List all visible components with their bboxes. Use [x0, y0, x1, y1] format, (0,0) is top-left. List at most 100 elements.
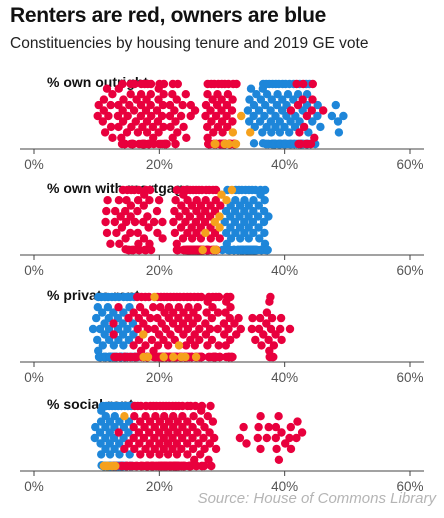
constituency-dot: [141, 106, 151, 115]
constituency-dot: [133, 324, 142, 334]
constituency-dot: [283, 90, 293, 99]
constituency-dot: [166, 122, 175, 132]
constituency-dot: [147, 335, 157, 345]
constituency-dot: [176, 111, 186, 121]
constituency-dot: [201, 228, 210, 238]
constituency-dot: [153, 341, 163, 350]
constituency-dot: [308, 117, 317, 126]
constituency-dot: [155, 428, 164, 437]
constituency-dot: [183, 417, 192, 426]
constituency-dot: [249, 196, 258, 205]
constituency-dot: [218, 128, 227, 137]
x-tick-label: 60%: [396, 370, 424, 385]
constituency-dot: [188, 433, 197, 443]
constituency-dot: [230, 217, 240, 227]
constituency-dot: [133, 206, 142, 216]
constituency-dot: [286, 422, 295, 432]
constituency-dot: [181, 352, 190, 362]
constituency-dot: [113, 111, 123, 121]
constituency-dot: [285, 324, 295, 334]
constituency-dot: [157, 111, 167, 121]
constituency-dot: [339, 111, 348, 121]
constituency-dot: [179, 308, 188, 317]
constituency-dot: [123, 111, 132, 121]
constituency-dot: [109, 319, 118, 328]
constituency-dot: [95, 324, 105, 334]
constituency-dot: [136, 111, 146, 121]
constituency-dot: [213, 308, 223, 317]
constituency-dot: [88, 324, 98, 334]
constituency-dot: [226, 212, 235, 221]
constituency-dot: [100, 128, 110, 137]
constituency-dot: [130, 412, 139, 421]
constituency-dot: [193, 313, 202, 323]
constituency-dot: [95, 428, 105, 437]
constituency-dot: [298, 95, 307, 104]
x-tick-label: 0%: [24, 370, 44, 385]
constituency-dot: [175, 212, 184, 221]
constituency-dot: [181, 90, 190, 99]
constituency-dot: [254, 201, 263, 210]
constituency-dot: [210, 217, 219, 227]
constituency-dot: [119, 433, 128, 443]
constituency-dot: [150, 433, 159, 443]
constituency-dot: [205, 428, 214, 437]
constituency-dot: [109, 330, 118, 339]
constituency-dot: [139, 433, 149, 443]
constituency-dot: [144, 223, 153, 232]
constituency-dot: [130, 79, 139, 89]
x-tick-label: 60%: [396, 479, 424, 494]
constituency-dot: [169, 308, 178, 317]
constituency-dot: [264, 212, 273, 221]
constituency-dot: [124, 439, 133, 448]
constituency-dot: [146, 245, 156, 255]
constituency-dot: [115, 450, 124, 459]
constituency-dot: [249, 111, 258, 121]
beeswarm-plot: [20, 401, 424, 476]
constituency-dot: [246, 84, 256, 93]
constituency-dot: [249, 228, 258, 238]
constituency-dot: [114, 428, 123, 437]
constituency-dot: [136, 450, 145, 459]
constituency-dot: [106, 100, 115, 110]
constituency-dot: [215, 234, 224, 243]
constituency-dot: [327, 111, 337, 121]
constituency-dot: [153, 228, 162, 238]
constituency-dot: [243, 106, 253, 115]
constituency-dot: [171, 196, 180, 205]
constituency-dot: [91, 422, 100, 432]
constituency-dot: [308, 79, 317, 89]
constituency-dot: [174, 341, 184, 350]
constituency-dot: [334, 128, 344, 137]
constituency-dot: [183, 439, 192, 448]
beeswarm-plot: [20, 292, 424, 367]
constituency-dot: [154, 196, 164, 205]
constituency-dot: [213, 324, 222, 334]
constituency-dot: [227, 106, 237, 115]
x-tick-label: 0%: [24, 157, 44, 172]
constituency-dot: [208, 417, 218, 426]
constituency-dot: [92, 313, 101, 323]
constituency-dot: [143, 212, 152, 221]
constituency-dot: [129, 106, 139, 115]
constituency-dot: [184, 303, 193, 312]
constituency-dot: [220, 217, 229, 227]
constituency-dot: [190, 106, 200, 115]
constituency-dot: [223, 122, 232, 132]
constituency-dot: [273, 90, 282, 99]
constituency-dot: [159, 335, 168, 345]
constituency-dot: [188, 319, 197, 328]
constituency-dot: [206, 401, 215, 411]
constituency-dot: [152, 106, 162, 115]
constituency-dot: [261, 100, 270, 110]
constituency-dot: [209, 128, 218, 137]
constituency-dot: [90, 433, 100, 443]
constituency-dot: [118, 117, 128, 126]
constituency-dot: [197, 352, 207, 362]
constituency-dot: [170, 106, 179, 115]
constituency-dot: [178, 100, 187, 110]
constituency-dot: [172, 185, 182, 195]
x-tick-label: 0%: [24, 263, 44, 278]
constituency-dot: [114, 335, 123, 345]
constituency-dot: [276, 324, 285, 334]
